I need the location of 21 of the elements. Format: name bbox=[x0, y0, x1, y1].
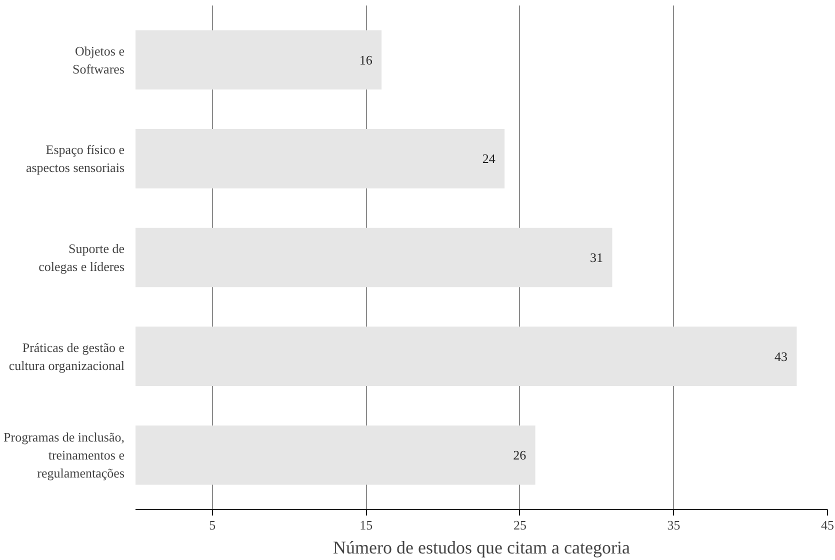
x-axis-title: Número de estudos que citam a categoria bbox=[333, 538, 630, 558]
y-tick-label: Espaço físico e aspectos sensoriais bbox=[26, 142, 125, 176]
data-label: 24 bbox=[482, 151, 496, 166]
y-tick-label: Programas de inclusão, treinamentos e regulamentações bbox=[4, 430, 125, 481]
bar bbox=[136, 30, 382, 90]
x-tick-label: 15 bbox=[360, 518, 373, 532]
data-label: 26 bbox=[513, 448, 527, 463]
x-tick-label: 35 bbox=[667, 518, 680, 532]
y-tick-label: Práticas de gestão e cultura organizacional bbox=[8, 340, 125, 373]
data-label: 16 bbox=[359, 52, 373, 68]
x-tick-label: 5 bbox=[209, 518, 216, 532]
x-tick-label: 25 bbox=[513, 518, 526, 532]
y-tick-label: Objetos e Softwares bbox=[72, 43, 125, 76]
data-label: 43 bbox=[774, 348, 788, 364]
x-tick-label: 45 bbox=[821, 518, 834, 532]
bar bbox=[136, 326, 797, 386]
bar bbox=[136, 426, 536, 485]
bar bbox=[136, 129, 505, 188]
y-tick-label: Suporte de colegas e líderes bbox=[38, 241, 125, 274]
data-label: 31 bbox=[590, 250, 603, 265]
bar bbox=[136, 228, 612, 288]
